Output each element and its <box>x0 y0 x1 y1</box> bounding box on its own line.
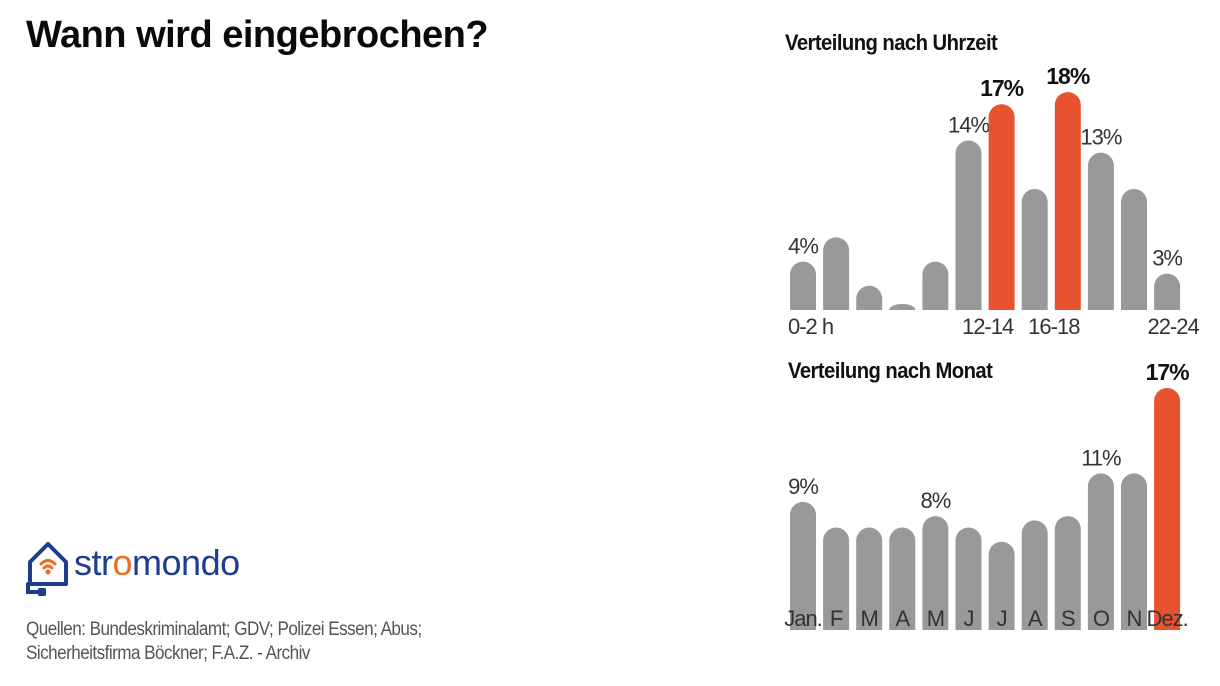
hour-bar-2 <box>856 285 883 310</box>
hour-chart-title: Verteilung nach Uhrzeit <box>785 30 998 55</box>
month-bar-10 <box>1121 473 1147 630</box>
month-bar-4 <box>922 516 949 630</box>
month-bar-6 <box>988 541 1015 630</box>
hour-data-label-8: 18% <box>1046 63 1090 89</box>
hour-data-label-9: 13% <box>1080 125 1121 150</box>
month-bar-5 <box>955 527 982 630</box>
hour-bar-8 <box>1054 92 1081 311</box>
hour-bar-9 <box>1087 152 1114 310</box>
hour-data-label-5: 14% <box>948 113 989 138</box>
month-tick-label-4: M <box>927 606 944 631</box>
month-data-label-4: 8% <box>921 488 951 513</box>
month-bar-1 <box>823 527 850 630</box>
hour-data-label-0: 4% <box>788 234 818 259</box>
month-tick-label-11: Dez. <box>1146 606 1187 631</box>
month-tick-label-2: M <box>861 606 878 631</box>
hour-tick-label-11: 22-24 <box>1147 314 1199 339</box>
month-bar-9 <box>1087 473 1114 630</box>
source-line-2: Sicherheitsfirma Böckner; F.A.Z. - Archi… <box>26 643 310 664</box>
hour-tick-label-0: 0-2 h <box>788 314 833 339</box>
month-bar-2 <box>856 527 883 630</box>
hour-bar-10 <box>1121 188 1147 310</box>
logo-wordmark: stromondo <box>74 542 240 583</box>
month-tick-label-3: A <box>895 606 910 631</box>
source-line-1: Quellen: Bundeskriminalamt; GDV; Polizei… <box>26 619 422 640</box>
stromondo-logo: stromondo <box>24 534 284 598</box>
hour-tick-label-8: 16-18 <box>1028 314 1080 339</box>
month-bar-7 <box>1021 520 1048 630</box>
hour-bar-6 <box>988 104 1015 310</box>
month-bar-3 <box>889 527 916 630</box>
hour-tick-label-6: 12-14 <box>962 314 1014 339</box>
month-tick-label-1: F <box>830 606 843 631</box>
month-bar-11 <box>1154 388 1181 630</box>
month-data-label-0: 9% <box>788 474 818 499</box>
hour-bar-11 <box>1154 273 1181 310</box>
source-note: Quellen: Bundeskriminalamt; GDV; Polizei… <box>26 618 449 666</box>
month-tick-label-8: S <box>1061 606 1075 631</box>
page-title: Wann wird eingebrochen? <box>26 14 489 56</box>
month-tick-label-0: Jan. <box>784 606 822 631</box>
hour-bar-5 <box>955 140 982 310</box>
month-tick-label-6: J <box>997 606 1007 631</box>
month-bar-8 <box>1054 516 1081 630</box>
month-tick-label-10: N <box>1127 606 1142 631</box>
month-data-label-9: 11% <box>1081 445 1121 470</box>
house-plug-wifi-icon <box>26 542 68 596</box>
hour-bar-4 <box>922 261 949 310</box>
month-tick-label-7: A <box>1028 606 1043 631</box>
month-data-label-11: 17% <box>1146 359 1190 385</box>
hour-bar-1 <box>823 237 850 310</box>
hour-bar-0 <box>790 261 816 310</box>
hour-bar-3 <box>889 303 916 310</box>
hour-bar-7 <box>1021 188 1048 310</box>
month-tick-label-9: O <box>1093 606 1110 631</box>
hour-data-label-11: 3% <box>1152 246 1182 271</box>
month-tick-label-5: J <box>964 606 974 631</box>
month-chart-title: Verteilung nach Monat <box>788 358 993 383</box>
hour-data-label-6: 17% <box>980 75 1024 101</box>
month-bar-0 <box>790 501 816 630</box>
